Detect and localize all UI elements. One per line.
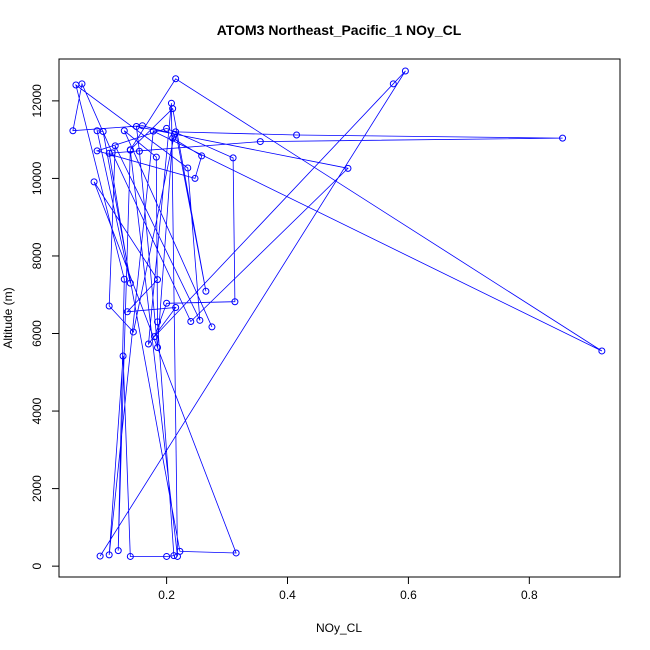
- data-point: [126, 552, 134, 560]
- y-tick-label: 12000: [30, 84, 44, 118]
- data-point: [105, 149, 113, 157]
- data-point: [111, 142, 119, 150]
- data-point: [187, 317, 195, 325]
- data-point: [151, 333, 159, 341]
- data-point: [202, 287, 210, 295]
- x-tick-label: 0.4: [279, 588, 296, 602]
- data-point: [231, 298, 239, 306]
- data-point: [90, 178, 98, 186]
- x-axis-label: NOy_CL: [316, 621, 362, 635]
- y-axis: 0 2000 4000 6000 8000 10000 12000: [30, 84, 59, 569]
- data-point: [135, 147, 143, 155]
- data-point: [229, 154, 237, 162]
- data-point: [169, 134, 177, 142]
- data-point: [105, 551, 113, 559]
- data-point: [256, 138, 264, 146]
- data-point: [196, 316, 204, 324]
- data-point: [184, 164, 192, 172]
- data-point: [154, 276, 162, 284]
- data-point: [198, 152, 206, 160]
- data-point: [114, 547, 122, 555]
- y-tick-label: 0: [30, 562, 44, 569]
- data-point: [172, 128, 180, 136]
- data-point: [170, 552, 178, 560]
- data-point: [191, 174, 199, 182]
- data-point: [163, 552, 171, 560]
- data-point: [108, 149, 116, 157]
- data-point: [169, 105, 177, 113]
- data-point: [154, 343, 162, 351]
- data-point: [172, 304, 180, 312]
- data-point: [144, 340, 152, 348]
- data-point: [389, 80, 397, 88]
- data-point: [176, 547, 184, 555]
- data-point: [208, 323, 216, 331]
- data-point: [72, 81, 80, 89]
- data-point: [96, 552, 104, 560]
- data-point: [138, 122, 146, 130]
- series-line: [72, 70, 603, 557]
- data-point: [172, 75, 180, 83]
- data-point: [119, 352, 127, 360]
- data-point: [232, 549, 240, 557]
- x-tick-label: 0.6: [400, 588, 417, 602]
- chart-title: ATOM3 Northeast_Pacific_1 NOy_CL: [217, 22, 462, 38]
- data-point: [93, 147, 101, 155]
- data-point: [129, 328, 137, 336]
- data-point: [149, 127, 157, 135]
- y-tick-label: 6000: [30, 320, 44, 347]
- data-point: [293, 131, 301, 139]
- data-point: [69, 127, 77, 135]
- data-point: [152, 153, 160, 161]
- data-point: [123, 308, 131, 316]
- y-axis-label: Altitude (m): [1, 287, 15, 348]
- data-point: [401, 67, 409, 75]
- x-axis: 0.2 0.4 0.6 0.8: [158, 577, 538, 602]
- data-point: [120, 275, 128, 283]
- data-point: [105, 302, 113, 310]
- data-point: [154, 318, 162, 326]
- x-tick-label: 0.2: [158, 588, 175, 602]
- data-point: [126, 279, 134, 287]
- plot-frame: [58, 58, 621, 578]
- y-tick-label: 4000: [30, 397, 44, 424]
- x-tick-label: 0.8: [521, 588, 538, 602]
- y-tick-label: 2000: [30, 475, 44, 502]
- data-point: [93, 127, 101, 135]
- y-tick-label: 10000: [30, 161, 44, 195]
- data-point: [120, 127, 128, 135]
- data-point: [344, 164, 352, 172]
- data-point: [163, 124, 171, 132]
- data-point: [163, 299, 171, 307]
- data-point: [559, 134, 567, 142]
- y-tick-label: 8000: [30, 242, 44, 269]
- series-layer: [69, 67, 606, 560]
- data-point: [126, 146, 134, 154]
- data-point: [598, 347, 606, 355]
